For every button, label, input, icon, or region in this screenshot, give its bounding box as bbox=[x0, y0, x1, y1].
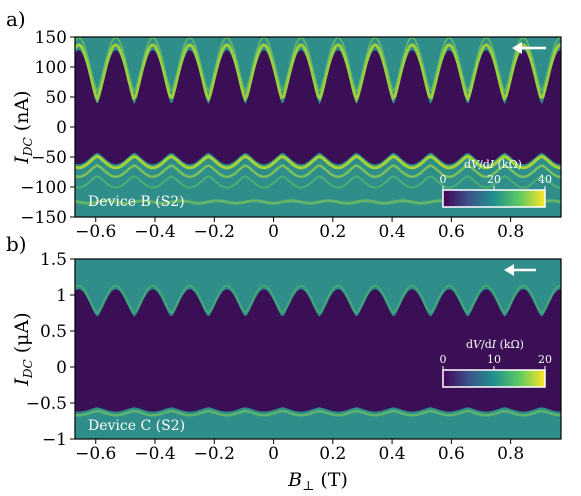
panel-b-colorbar-gradient bbox=[442, 369, 546, 388]
y-tick-label: 50 bbox=[45, 88, 67, 108]
y-tick-label: −0.5 bbox=[26, 394, 67, 414]
panel-a-device-label: Device B (S2) bbox=[88, 194, 185, 210]
colorbar-tick-label: 20 bbox=[538, 353, 552, 366]
panel-a-arrow-head bbox=[512, 42, 522, 54]
panel-a-colorbar: dV/dI (kΩ) 0 20 40 bbox=[440, 158, 552, 208]
x-tick-label: −0.2 bbox=[194, 222, 235, 242]
panel-a-y-axis-label: IDC (nA) bbox=[11, 90, 35, 164]
panel-a-band-3 bbox=[75, 154, 561, 170]
panel-b-x-axis-label: B⊥ (T) bbox=[287, 469, 348, 494]
panel-b-device-label: Device C (S2) bbox=[88, 418, 185, 434]
x-tick-label: −0.6 bbox=[75, 222, 116, 242]
panel-b-letter: b) bbox=[6, 232, 27, 256]
panel-a-band-2 bbox=[75, 37, 561, 95]
panel-a-band-1 bbox=[75, 43, 561, 103]
y-tick-label: 0 bbox=[56, 358, 67, 378]
colorbar-tick-label: 10 bbox=[487, 353, 501, 366]
y-tick-label: −50 bbox=[31, 148, 67, 168]
y-tick-label: −1 bbox=[42, 430, 67, 450]
colorbar-tick-label: 0 bbox=[440, 353, 447, 366]
y-tick-label: 100 bbox=[35, 58, 67, 78]
x-tick-label: −0.2 bbox=[194, 444, 235, 464]
panel-a-y-ticks: 150 100 50 0 −50 −100 −150 bbox=[20, 28, 75, 228]
x-tick-label: 0.2 bbox=[319, 222, 346, 242]
y-tick-label: 0.5 bbox=[40, 322, 67, 342]
panel-a-superconducting-pocket bbox=[75, 50, 561, 165]
panel-a-band-5 bbox=[75, 175, 561, 189]
x-tick-label: 0.4 bbox=[379, 222, 406, 242]
panel-b-colorbar-title: dV/dI (kΩ) bbox=[466, 338, 524, 351]
panel-b-x-ticks: −0.6 −0.4 −0.2 0 0.2 0.4 0.6 0.8 bbox=[75, 439, 524, 464]
x-tick-label: 0.4 bbox=[379, 444, 406, 464]
y-tick-label: −150 bbox=[20, 208, 67, 228]
panel-b-y-ticks: 1.5 1 0.5 0 −0.5 −1 bbox=[26, 250, 75, 450]
panel-b-colorbar: dV/dI (kΩ) 0 10 20 bbox=[440, 338, 552, 388]
panel-a-band-4 bbox=[75, 164, 561, 179]
panel-a-colorbar-ticks: 0 20 40 bbox=[440, 173, 552, 190]
panel-b-superconducting-pocket bbox=[75, 289, 561, 412]
x-tick-label: −0.6 bbox=[75, 444, 116, 464]
colorbar-tick-label: 0 bbox=[440, 173, 447, 186]
panel-a-plot: −0.6 −0.4 −0.2 0 0.2 0.4 0.6 0.8 150 100 50 0 −50 −1… bbox=[20, 28, 562, 242]
y-tick-label: 1 bbox=[56, 286, 67, 306]
y-tick-label: 1.5 bbox=[40, 250, 67, 270]
y-tick-label: −100 bbox=[20, 178, 67, 198]
panel-b-band-1 bbox=[75, 284, 561, 315]
panel-b-band-2 bbox=[75, 409, 561, 417]
x-tick-label: −0.4 bbox=[134, 444, 175, 464]
panel-a-x-ticks: −0.6 −0.4 −0.2 0 0.2 0.4 0.6 0.8 bbox=[75, 217, 524, 242]
x-tick-label: 0.8 bbox=[497, 222, 524, 242]
colorbar-tick-label: 40 bbox=[538, 173, 552, 186]
x-tick-label: 0.2 bbox=[319, 444, 346, 464]
y-tick-label: 150 bbox=[35, 28, 67, 48]
panel-a-colorbar-gradient bbox=[442, 189, 546, 208]
panel-a-colorbar-title: dV/dI (kΩ) bbox=[464, 158, 522, 171]
x-tick-label: 0.8 bbox=[497, 444, 524, 464]
y-tick-label: 0 bbox=[56, 118, 67, 138]
panel-a-sweep-arrow bbox=[512, 42, 546, 54]
panel-b-y-axis-label: IDC (μA) bbox=[11, 312, 35, 386]
panel-b-colorbar-ticks: 0 10 20 bbox=[440, 353, 552, 370]
x-tick-label: −0.4 bbox=[134, 222, 175, 242]
x-tick-label: 0 bbox=[268, 222, 279, 242]
panel-b-edge-bands bbox=[75, 284, 561, 417]
panel-b-arrow-head bbox=[504, 264, 514, 276]
x-tick-label: 0 bbox=[268, 444, 279, 464]
panel-b-frame bbox=[74, 258, 562, 440]
colorbar-tick-label: 20 bbox=[487, 173, 501, 186]
x-tick-label: 0.6 bbox=[438, 222, 465, 242]
panel-b-sweep-arrow bbox=[504, 264, 536, 276]
panel-b-plot: −0.6 −0.4 −0.2 0 0.2 0.4 0.6 0.8 1.5 1 0.5 0 −0.5 −1 bbox=[26, 250, 562, 464]
x-tick-label: 0.6 bbox=[438, 444, 465, 464]
panel-a-letter: a) bbox=[6, 7, 26, 31]
